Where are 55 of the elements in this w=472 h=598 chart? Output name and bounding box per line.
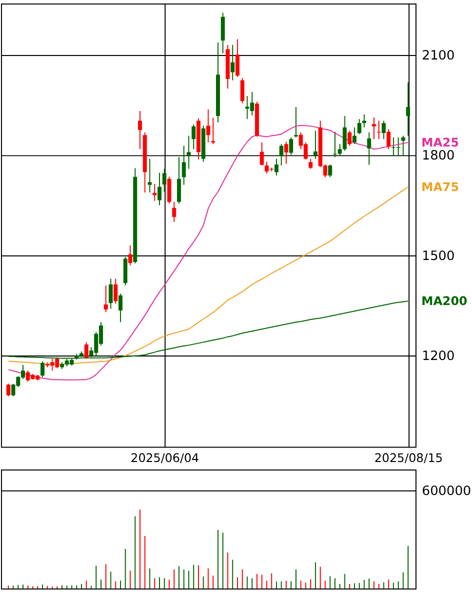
candlestick [406,82,410,136]
y-tick-label: 600000 [422,484,472,499]
candlestick [372,116,376,140]
candlestick [284,141,288,164]
candlestick [177,156,181,204]
x-tick-label: 2025/08/15 [374,451,443,466]
candlestick [186,135,191,170]
y-tick-label: 1800 [422,148,455,164]
candlestick [206,108,210,143]
candlestick [342,116,347,152]
line-series [8,124,409,380]
series-label: MA25 [421,135,459,150]
line-series [8,186,409,366]
candlestick [104,284,108,313]
candlestick [236,38,240,78]
y-tick-label: 2100 [422,48,455,64]
candlestick [114,278,118,304]
candlestick [162,168,166,192]
candlestick [220,12,225,54]
candlestick [192,124,196,150]
candlestick [289,136,294,156]
candlestick [308,158,313,170]
candlestick [240,77,244,104]
candlestick [328,164,332,178]
series-label: MA200 [421,294,468,308]
candlestick [382,120,386,140]
candlestick [182,145,186,186]
series-label: MA75 [421,180,459,194]
candlestick [260,142,264,166]
candlestick [338,144,342,156]
candlestick [172,201,176,222]
candlestick [279,144,284,166]
candlestick [294,106,298,138]
candlestick [357,118,362,135]
candlestick [148,158,152,194]
y-tick-label: 1200 [422,349,455,364]
candlestick [386,128,391,150]
candlestick [362,114,366,128]
candlestick [352,126,356,145]
candlestick [211,117,216,145]
x-tick-label: 2025/06/04 [130,451,200,466]
candlestick [40,361,44,378]
candlestick [401,135,406,156]
candlestick [376,120,381,140]
candlestick [348,130,352,146]
candlestick [313,130,318,160]
candlestick [6,383,10,397]
candlestick [138,110,142,150]
candlestick [230,44,235,81]
y-tick-label: 1500 [422,248,455,264]
candlestick [274,158,278,176]
candlestick [367,132,372,166]
candlestick [84,342,88,360]
candlestick [118,293,122,323]
candlestick [158,172,162,206]
